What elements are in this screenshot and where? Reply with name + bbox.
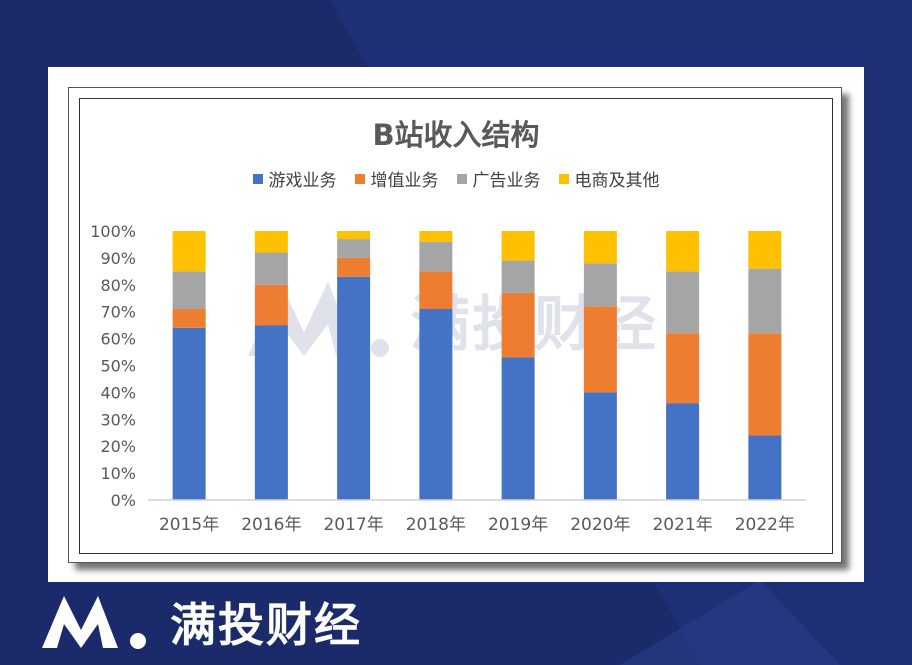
watermark-logo-icon [248, 282, 389, 357]
legend-swatch-vas [354, 173, 365, 184]
watermark: 满投财经 [246, 276, 658, 362]
legend-item-ecommerce: 电商及其他 [558, 166, 660, 191]
legend-label-game: 游戏业务 [268, 171, 337, 191]
legend-label-ads: 广告业务 [472, 171, 541, 191]
chart-title: B站收入结构 [372, 118, 540, 152]
legend-label-ecommerce: 电商及其他 [574, 171, 660, 191]
watermark-text: 满投财经 [410, 289, 658, 360]
brand-name: 满投财经 [170, 598, 362, 652]
chart-inner-border [79, 98, 833, 554]
legend-item-game: 游戏业务 [252, 166, 337, 191]
legend-item-vas: 增值业务 [354, 166, 439, 191]
legend-swatch-ecommerce [558, 173, 569, 184]
brand-logo-icon [42, 596, 146, 649]
brand-footer: 满投财经 [40, 590, 362, 654]
legend-swatch-ads [456, 173, 467, 184]
legend-label-vas: 增值业务 [370, 171, 439, 191]
chart-legend: 游戏业务 增值业务 广告业务 电商及其他 [0, 166, 912, 191]
legend-item-ads: 广告业务 [456, 166, 541, 191]
legend-swatch-game [252, 173, 263, 184]
